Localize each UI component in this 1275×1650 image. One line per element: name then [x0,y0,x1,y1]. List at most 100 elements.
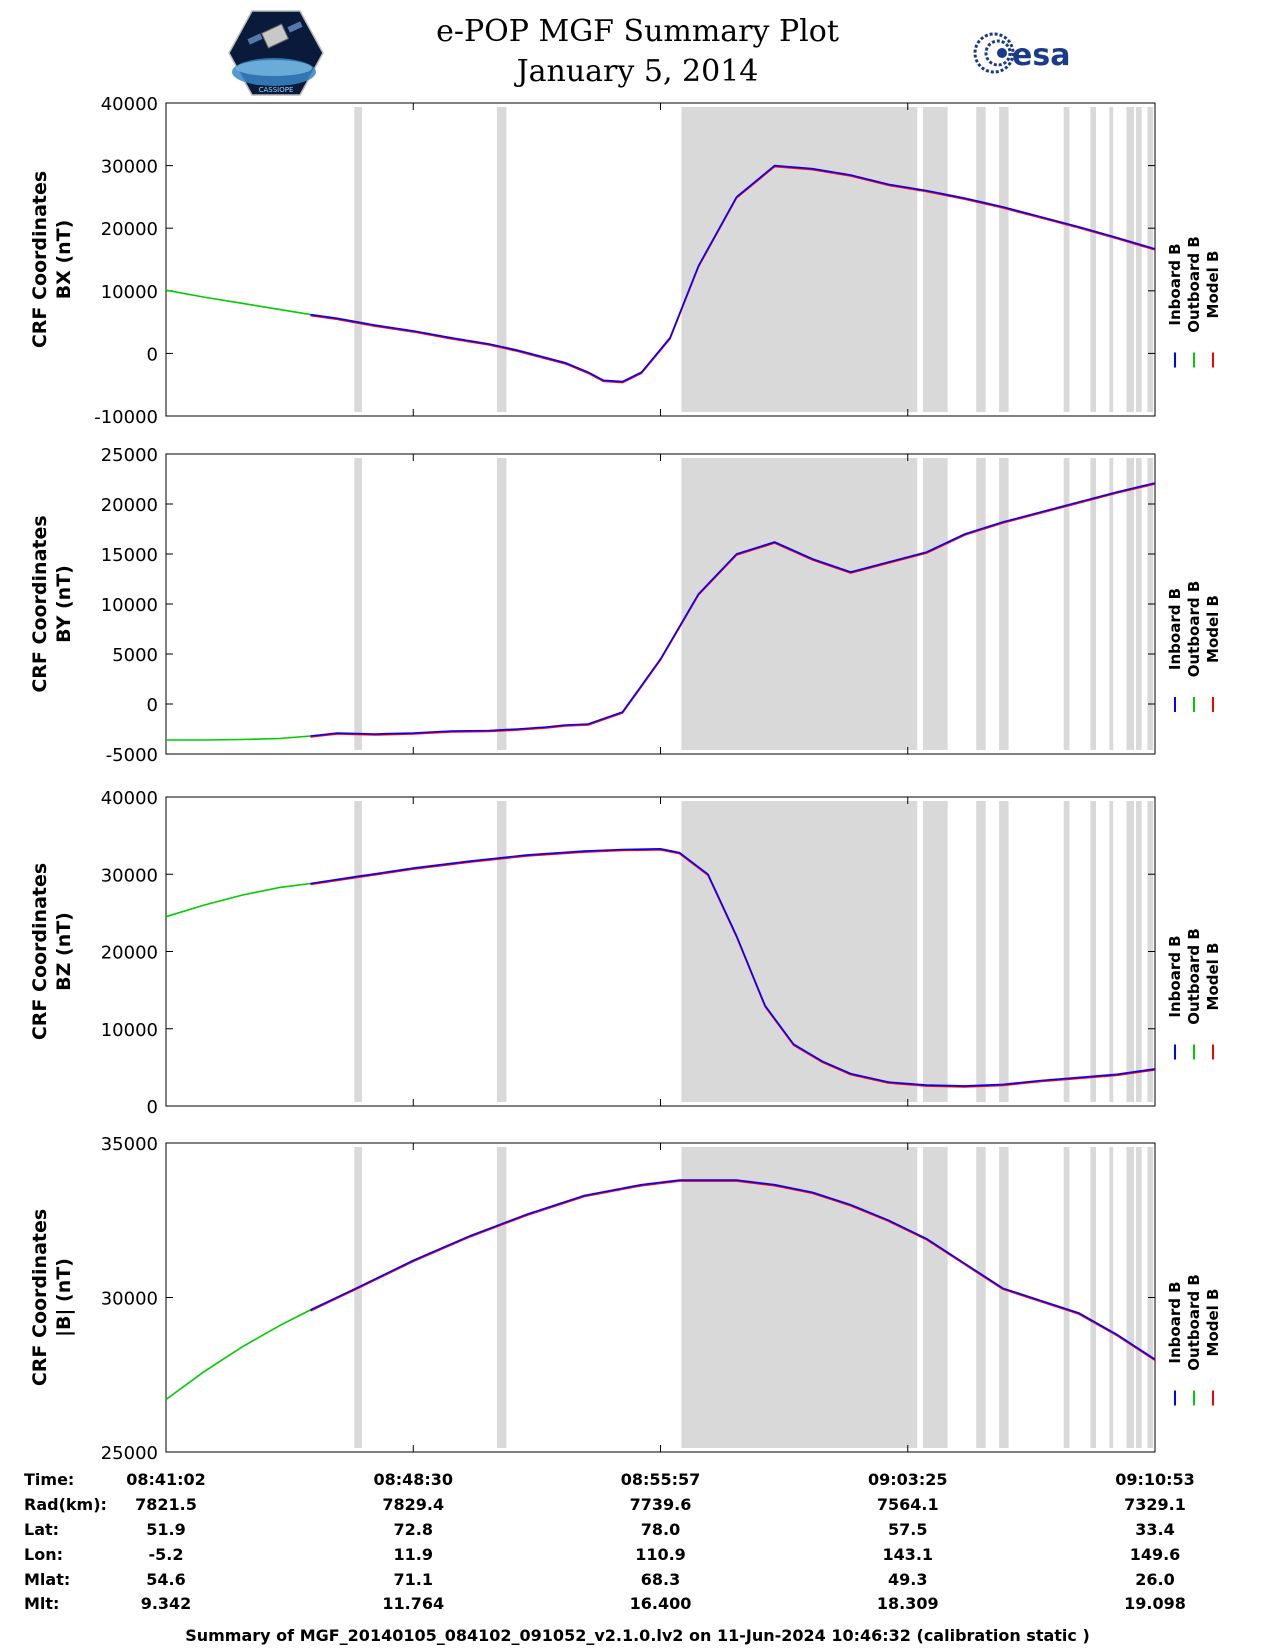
legend-entry: Model B [1204,595,1222,663]
legend-entry: Inboard B [1166,588,1184,670]
inboard-b-line [310,847,1156,1087]
shaded-interval [922,801,948,1102]
orbit-value: 19.098 [1124,1594,1186,1613]
y-tick-label: 20000 [101,219,158,240]
shaded-interval [681,1147,918,1448]
shaded-interval [1063,1147,1070,1448]
y-tick-label: 0 [147,695,158,716]
shaded-interval [496,107,507,412]
shaded-interval [354,107,362,412]
shaded-interval [1090,801,1097,1102]
orbit-value: 54.6 [146,1570,186,1589]
page-subtitle-date: January 5, 2014 [516,54,759,89]
svg-text:CASSIOPE: CASSIOPE [259,86,294,94]
orbit-value: 57.5 [888,1520,928,1539]
x-tick-time-label: 08:48:30 [373,1470,454,1489]
shaded-interval [1126,458,1135,750]
shaded-interval [999,1147,1009,1448]
y-axis-unit-label: BZ (nT) [53,912,75,991]
orbit-value: 68.3 [640,1570,681,1589]
y-axis-label: CRF Coordinates [29,515,51,692]
shaded-interval [1063,801,1070,1102]
orbit-value: 72.8 [393,1520,433,1539]
y-tick-label: 0 [147,344,158,365]
legend-entry: Outboard B [1185,928,1203,1025]
y-tick-label: 10000 [101,1020,158,1041]
inboard-b-line [310,1179,1156,1360]
shaded-interval [922,458,948,750]
y-tick-label: 40000 [101,788,158,809]
y-tick-label: -5000 [106,745,158,766]
shaded-interval [1126,107,1135,412]
shaded-interval [1109,1147,1114,1448]
page-title: e-POP MGF Summary Plot [436,14,839,49]
orbit-value: 18.309 [876,1594,939,1613]
shaded-interval [999,458,1009,750]
y-tick-label: 30000 [101,157,158,178]
shaded-interval [681,107,918,412]
shaded-interval [976,107,986,412]
model-b-line [310,1180,1156,1361]
y-tick-label: 20000 [101,943,158,964]
legend-entry: Model B [1204,251,1222,319]
shaded-interval [922,1147,948,1448]
y-tick-label: 20000 [101,495,158,516]
shaded-interval [1135,458,1142,750]
shaded-interval [1135,1147,1142,1448]
shaded-interval [681,801,918,1102]
legend-entry: Outboard B [1185,1274,1203,1371]
y-axis-label: CRF Coordinates [29,863,51,1040]
orbit-value: 78.0 [640,1520,681,1539]
shaded-interval [1135,801,1142,1102]
y-tick-label: 5000 [112,645,158,666]
legend-entry: Inboard B [1166,1281,1184,1363]
orbit-row-label: Mlat: [24,1570,71,1589]
orbit-value: 16.400 [629,1594,692,1613]
orbit-value: 7821.5 [135,1495,197,1514]
shaded-interval [976,1147,986,1448]
y-tick-label: -10000 [94,407,158,428]
summary-footer-note: Summary of MGF_20140105_084102_091052_v2… [185,1626,1090,1645]
shaded-interval [1063,107,1070,412]
shaded-interval [1063,458,1070,750]
x-tick-time-label: 08:41:02 [126,1470,206,1489]
plot-panel-4: 35000 30000 25000 CRF Coordinates |B| (nT) In… [29,1134,1222,1464]
shaded-interval [976,801,986,1102]
orbit-value: 11.9 [393,1545,433,1564]
legend-entry: Outboard B [1185,581,1203,678]
shaded-interval [1090,1147,1097,1448]
shaded-interval [496,458,507,750]
legend-entry: Outboard B [1185,236,1203,333]
y-tick-label: 30000 [101,865,158,886]
x-tick-time-label: 08:55:57 [620,1470,701,1489]
shaded-interval [1109,107,1114,412]
orbit-value: 7564.1 [876,1495,939,1514]
y-tick-label: 40000 [101,94,158,115]
legend-entry: Model B [1204,1289,1222,1357]
orbit-value: 7329.1 [1124,1495,1186,1514]
shaded-interval [922,107,948,412]
y-tick-label: 35000 [101,1134,158,1155]
y-tick-label: 10000 [101,595,158,616]
orbit-value: 149.6 [1129,1545,1181,1564]
svg-text:esa: esa [1012,38,1070,73]
shaded-interval [976,458,986,750]
plot-panel-2: 25000 20000 15000 10000 5000 0 -5000 CRF Coordi… [29,445,1222,766]
y-axis-label: CRF Coordinates [29,171,51,348]
orbit-row-label: Mlt: [24,1594,60,1613]
shaded-interval [1126,801,1135,1102]
shaded-interval [1126,1147,1135,1448]
y-axis-unit-label: |B| (nT) [53,1258,75,1337]
cassiope-satellite-logo-icon: CASSIOPE [228,10,324,96]
orbit-value: 71.1 [393,1570,433,1589]
orbit-row-label: Time: [24,1470,75,1489]
orbit-row-label: Lon: [24,1545,63,1564]
x-tick-time-label: 09:10:53 [1115,1470,1195,1489]
y-tick-label: 15000 [101,545,158,566]
shaded-interval [681,458,918,750]
shaded-interval [1147,107,1154,412]
y-tick-label: 30000 [101,1289,158,1310]
shaded-interval [354,1147,362,1448]
shaded-interval [999,801,1009,1102]
